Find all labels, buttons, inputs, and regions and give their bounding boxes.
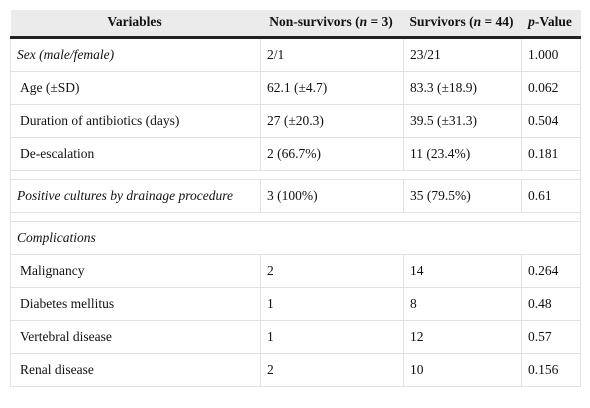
header-cell: p-Value [521, 10, 581, 39]
table-cell: 2/1 [260, 37, 404, 72]
header-cell: Survivors (n = 44) [403, 10, 522, 39]
spacer-cell [10, 212, 581, 222]
table-cell: 0.264 [521, 254, 581, 288]
text: n [359, 14, 368, 29]
table-cell: 39.5 (±31.3) [403, 104, 522, 138]
table-row: Complications [10, 221, 581, 255]
table-row: Diabetes mellitus 1 8 0.48 [10, 287, 581, 321]
table-cell: 27 (±20.3) [260, 104, 404, 138]
text: = 44) [481, 14, 514, 29]
table-cell: 8 [403, 287, 522, 321]
table-cell: 0.48 [521, 287, 581, 321]
table-cell: Sex (male/female) [10, 37, 261, 72]
table-cell: Renal disease [10, 353, 261, 387]
table-row: Age (±SD) 62.1 (±4.7) 83.3 (±18.9) 0.062 [10, 71, 581, 105]
header-row: Variables Non-survivors (n = 3) Survivors … [10, 10, 581, 39]
spacer-row [10, 170, 581, 180]
header-cell: Variables [10, 10, 261, 39]
table-cell: 62.1 (±4.7) [260, 71, 404, 105]
table-cell: 10 [403, 353, 522, 387]
table-row: Malignancy 2 14 0.264 [10, 254, 581, 288]
table-cell: Diabetes mellitus [10, 287, 261, 321]
text: p [528, 14, 535, 29]
table-body: Sex (male/female) 2/1 23/21 1.000 Age (±SD) 6… [10, 37, 581, 387]
table-cell: 1 [260, 320, 404, 354]
table-row: Duration of antibiotics (days) 27 (±20.3)… [10, 104, 581, 138]
table-cell: 0.181 [521, 137, 581, 171]
table-cell: De-escalation [10, 137, 261, 171]
table-cell: 2 [260, 353, 404, 387]
text: Non-survivors ( [269, 14, 360, 29]
table-row: Renal disease 2 10 0.156 [10, 353, 581, 387]
text: n [473, 14, 482, 29]
table-cell: 14 [403, 254, 522, 288]
table-cell: 11 (23.4%) [403, 137, 522, 171]
table-cell: Vertebral disease [10, 320, 261, 354]
spacer-cell [10, 170, 581, 180]
table-cell: 1.000 [521, 37, 581, 72]
table-row: Sex (male/female) 2/1 23/21 1.000 [10, 37, 581, 72]
table-cell: 0.062 [521, 71, 581, 105]
table-cell: Age (±SD) [10, 71, 261, 105]
table: Variables Non-survivors (n = 3) Survivors … [10, 10, 581, 387]
header-cell: Non-survivors (n = 3) [260, 10, 404, 39]
table-cell: 83.3 (±18.9) [403, 71, 522, 105]
table-cell: 12 [403, 320, 522, 354]
table-cell: 0.156 [521, 353, 581, 387]
table-row: De-escalation 2 (66.7%) 11 (23.4%) 0.181 [10, 137, 581, 171]
table-cell: Complications [10, 221, 581, 255]
text: -Value [534, 14, 572, 29]
text: Variables [107, 14, 162, 29]
table-cell: Malignancy [10, 254, 261, 288]
table-row: Vertebral disease 1 12 0.57 [10, 320, 581, 354]
table-cell: 23/21 [403, 37, 522, 72]
spacer-row [10, 212, 581, 222]
table-wrap: Variables Non-survivors (n = 3) Survivors … [10, 10, 581, 387]
table-cell: 3 (100%) [260, 179, 404, 213]
text: Survivors ( [409, 14, 474, 29]
table-cell: 0.61 [521, 179, 581, 213]
table-cell: 0.504 [521, 104, 581, 138]
table-cell: Positive cultures by drainage procedure [10, 179, 261, 213]
table-row: Positive cultures by drainage procedure 3… [10, 179, 581, 213]
text: = 3) [367, 14, 393, 29]
table-cell: 35 (79.5%) [403, 179, 522, 213]
table-cell: 1 [260, 287, 404, 321]
table-cell: Duration of antibiotics (days) [10, 104, 261, 138]
table-cell: 2 [260, 254, 404, 288]
table-cell: 2 (66.7%) [260, 137, 404, 171]
table-cell: 0.57 [521, 320, 581, 354]
